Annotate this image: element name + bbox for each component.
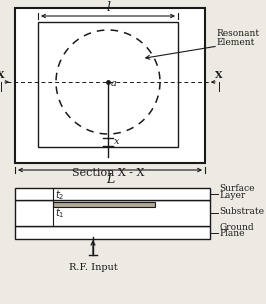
Bar (15, 8, 205, 163)
Text: $t_2$: $t_2$ (55, 188, 64, 202)
Bar (15, 200, 210, 226)
Bar (38, 22, 178, 147)
Text: a: a (111, 78, 117, 88)
Bar (53, 202, 155, 207)
Text: x: x (114, 137, 119, 147)
Text: Ground: Ground (219, 223, 253, 232)
Text: R.F. Input: R.F. Input (69, 263, 117, 272)
Text: Resonant: Resonant (216, 29, 259, 38)
Text: L: L (106, 173, 114, 186)
Text: $t_1$: $t_1$ (55, 206, 64, 220)
Text: X: X (0, 71, 5, 80)
Text: Substrate: Substrate (219, 206, 264, 216)
Text: Layer: Layer (219, 191, 245, 200)
Text: X: X (215, 71, 223, 80)
Bar (15, 226, 210, 239)
Text: l: l (106, 1, 110, 14)
Bar (15, 188, 210, 200)
Text: Section X - X: Section X - X (72, 168, 144, 178)
Text: Plane: Plane (219, 230, 244, 239)
Text: Element: Element (216, 38, 254, 47)
Text: Surface: Surface (219, 184, 255, 193)
